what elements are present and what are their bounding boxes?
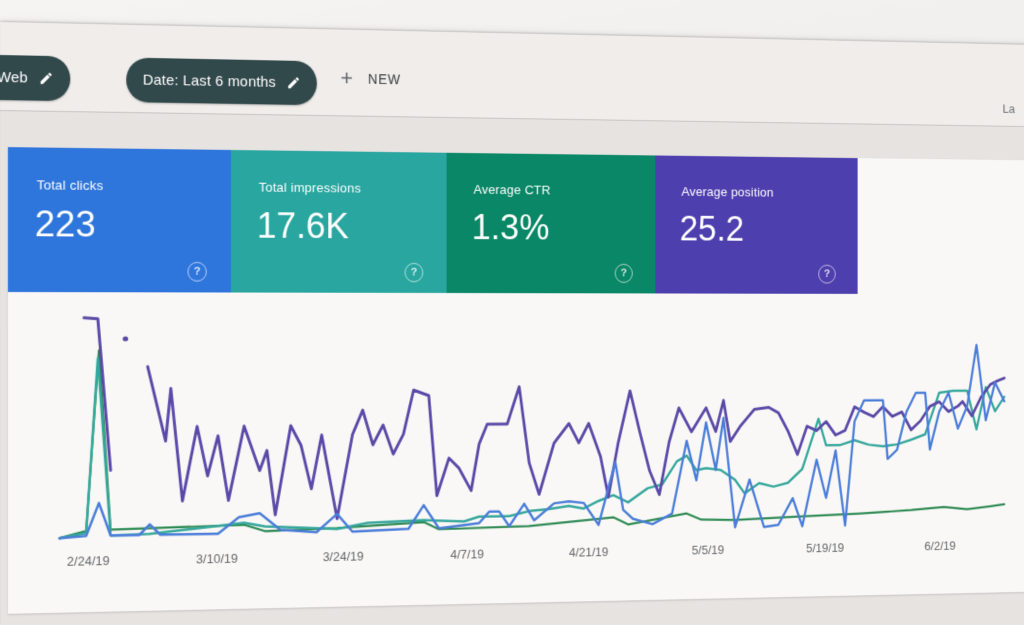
card-value: 25.2 <box>679 208 744 249</box>
tick-label: 4/7/19 <box>450 546 484 562</box>
tick-label: 5/5/19 <box>691 542 725 558</box>
date-chip-label: Date: Last 6 months <box>142 71 276 91</box>
edit-pencil-icon[interactable] <box>286 75 300 90</box>
stat-card-average-ctr[interactable]: Average CTR 1.3% ? <box>446 152 656 294</box>
card-label: Average position <box>681 184 774 200</box>
card-value: 17.6K <box>256 205 349 247</box>
metric-cards-row: Total clicks 223 ? Total impressions 17.… <box>7 147 858 294</box>
plus-icon <box>338 69 356 88</box>
filter-chip-search-type[interactable]: type: Web <box>0 53 71 102</box>
performance-panel: Total clicks 223 ? Total impressions 17.… <box>7 147 1024 614</box>
tick-label: 4/21/19 <box>568 544 609 560</box>
help-icon[interactable]: ? <box>818 264 836 284</box>
tick-label: 3/10/19 <box>196 550 238 567</box>
search-console-screen: type: Web Date: Last 6 months NEW La <box>0 22 1024 625</box>
stat-card-total-impressions[interactable]: Total impressions 17.6K ? <box>230 149 447 293</box>
performance-chart: 2/24/19 3/10/19 3/24/19 4/7/19 4/21/19 5/5/19… <box>59 312 1004 569</box>
tick-label: 2/24/19 <box>66 553 110 569</box>
tick-label: 3/24/19 <box>322 548 364 565</box>
topbar-divider <box>0 110 1024 128</box>
card-value: 1.3% <box>471 207 550 248</box>
tick-label: 6/2/19 <box>924 538 956 554</box>
card-label: Average CTR <box>473 182 551 198</box>
stat-card-average-position[interactable]: Average position 25.2 ? <box>655 155 858 294</box>
help-icon[interactable]: ? <box>404 262 424 283</box>
edit-pencil-icon[interactable] <box>39 71 54 86</box>
help-icon[interactable]: ? <box>187 261 207 282</box>
search-type-chip-label: type: Web <box>0 68 28 87</box>
isolated-data-point <box>122 336 129 342</box>
series-line-average-position <box>148 364 1005 522</box>
truncated-top-right-text: La <box>1002 101 1015 116</box>
card-value: 223 <box>34 203 96 245</box>
new-filter-button[interactable]: NEW <box>338 69 401 89</box>
tick-label: 5/19/19 <box>806 540 845 556</box>
chart-svg <box>59 312 1004 543</box>
filter-bar: type: Web Date: Last 6 months NEW La <box>0 22 1024 128</box>
new-filter-label: NEW <box>367 70 401 87</box>
card-label: Total impressions <box>258 179 362 196</box>
help-icon[interactable]: ? <box>614 263 633 283</box>
filter-chip-date[interactable]: Date: Last 6 months <box>126 57 317 106</box>
stat-card-total-clicks[interactable]: Total clicks 223 ? <box>7 147 231 293</box>
series-line-average-position <box>84 318 111 471</box>
card-label: Total clicks <box>36 177 104 193</box>
